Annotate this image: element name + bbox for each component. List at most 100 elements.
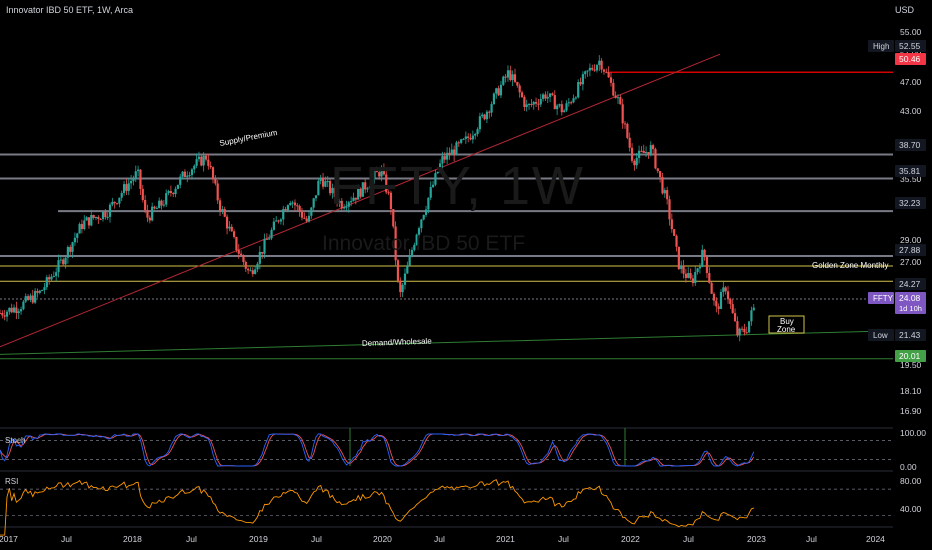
candle-body bbox=[10, 307, 13, 313]
buy-zone-label-line2: Zone bbox=[777, 325, 796, 334]
candle-body bbox=[139, 169, 142, 189]
price-label-box bbox=[895, 292, 926, 314]
candle-body bbox=[29, 295, 32, 300]
candle-body bbox=[694, 272, 697, 284]
candle-body bbox=[333, 187, 336, 197]
candle-body bbox=[326, 181, 329, 183]
candle-body bbox=[673, 229, 676, 236]
candle-body bbox=[492, 93, 496, 105]
candle-body bbox=[455, 142, 458, 156]
rsi-y-tick: 40.00 bbox=[900, 504, 922, 514]
candle-body bbox=[343, 207, 346, 209]
chart-title: Innovator IBD 50 ETF, 1W, Arca bbox=[6, 5, 134, 15]
candle-body bbox=[586, 70, 589, 72]
supply-trendline bbox=[0, 53, 721, 348]
candle-body bbox=[584, 71, 587, 75]
candle-body bbox=[317, 180, 320, 196]
candle-body bbox=[644, 152, 648, 154]
candle-body bbox=[137, 169, 140, 172]
candle-body bbox=[277, 220, 280, 222]
price-label-box bbox=[895, 139, 926, 151]
candle-body bbox=[225, 216, 229, 229]
candle-body bbox=[677, 246, 680, 270]
candle-body bbox=[434, 173, 437, 185]
buy-zone-label-line1: Buy bbox=[780, 317, 794, 326]
candle-body bbox=[541, 94, 545, 99]
candle-body bbox=[19, 309, 23, 312]
candle-body bbox=[467, 136, 470, 138]
candle-body bbox=[275, 220, 278, 222]
candle-body bbox=[408, 255, 411, 266]
candle-body bbox=[410, 249, 414, 256]
candle-body bbox=[380, 168, 383, 177]
x-tick-label: 2023 bbox=[747, 534, 766, 544]
candle-body bbox=[642, 150, 645, 153]
candle-body bbox=[324, 181, 327, 187]
candle-body bbox=[183, 171, 187, 177]
candle-body bbox=[162, 204, 165, 206]
candle-body bbox=[125, 184, 128, 191]
x-tick-label: 2024 bbox=[866, 534, 885, 544]
candle-body bbox=[443, 156, 446, 160]
candle-body bbox=[481, 114, 484, 117]
candle-body bbox=[83, 220, 86, 230]
candle-body bbox=[200, 156, 203, 166]
candle-body bbox=[518, 85, 521, 93]
y-tick-label: 29.00 bbox=[900, 235, 922, 245]
currency-label: USD bbox=[894, 5, 914, 15]
candle-body bbox=[471, 135, 474, 140]
candle-body bbox=[560, 104, 563, 113]
candle-body bbox=[593, 69, 596, 71]
candle-body bbox=[347, 202, 350, 207]
candle-body bbox=[144, 200, 147, 211]
price-label-box bbox=[895, 53, 926, 65]
candle-body bbox=[41, 290, 44, 292]
candle-body bbox=[680, 265, 683, 270]
candle-body bbox=[691, 278, 695, 284]
candle-body bbox=[712, 293, 716, 301]
price-label-value: 50.46 bbox=[899, 54, 921, 64]
candle-body bbox=[441, 156, 444, 164]
stoch-k-line bbox=[0, 433, 755, 467]
candle-body bbox=[420, 219, 423, 229]
candle-body bbox=[446, 152, 449, 160]
candle-body bbox=[59, 259, 62, 261]
candle-body bbox=[352, 197, 355, 202]
candle-body bbox=[244, 261, 247, 269]
candle-body bbox=[438, 163, 442, 172]
candle-body bbox=[698, 266, 702, 269]
candle-body bbox=[666, 190, 669, 200]
price-label: 38.70 bbox=[895, 139, 926, 151]
candle-body bbox=[359, 188, 362, 197]
candle-body bbox=[90, 215, 93, 226]
candle-body bbox=[733, 313, 737, 322]
candle-body bbox=[738, 328, 741, 336]
price-label-value: 32.23 bbox=[899, 198, 921, 208]
x-tick-label: Jul bbox=[683, 534, 694, 544]
candle-body bbox=[296, 205, 299, 207]
annotation-demand-wholesale: Demand/Wholesale bbox=[362, 337, 433, 348]
candle-body bbox=[104, 211, 107, 218]
price-label-box bbox=[895, 165, 926, 177]
candle-body bbox=[387, 192, 390, 194]
price-label: 21.43 Low bbox=[868, 329, 926, 341]
candle-body bbox=[553, 95, 556, 110]
price-label-value: 38.70 bbox=[899, 140, 921, 150]
candle-body bbox=[558, 104, 561, 106]
x-tick-label: Jul bbox=[61, 534, 72, 544]
candle-body bbox=[750, 310, 753, 322]
candle-body bbox=[24, 296, 27, 302]
price-label-value: 27.88 bbox=[899, 245, 921, 255]
y-tick-label: 27.00 bbox=[900, 257, 922, 267]
candle-body bbox=[293, 202, 297, 206]
candle-body bbox=[506, 70, 510, 78]
candle-body bbox=[202, 155, 205, 166]
candle-body bbox=[354, 197, 357, 200]
candle-body bbox=[254, 269, 257, 274]
candle-body bbox=[556, 105, 559, 110]
candle-body bbox=[141, 188, 144, 201]
candle-body bbox=[588, 67, 592, 71]
x-tick-label: 2018 bbox=[123, 534, 142, 544]
candle-body bbox=[563, 110, 566, 113]
candle-body bbox=[167, 191, 170, 194]
